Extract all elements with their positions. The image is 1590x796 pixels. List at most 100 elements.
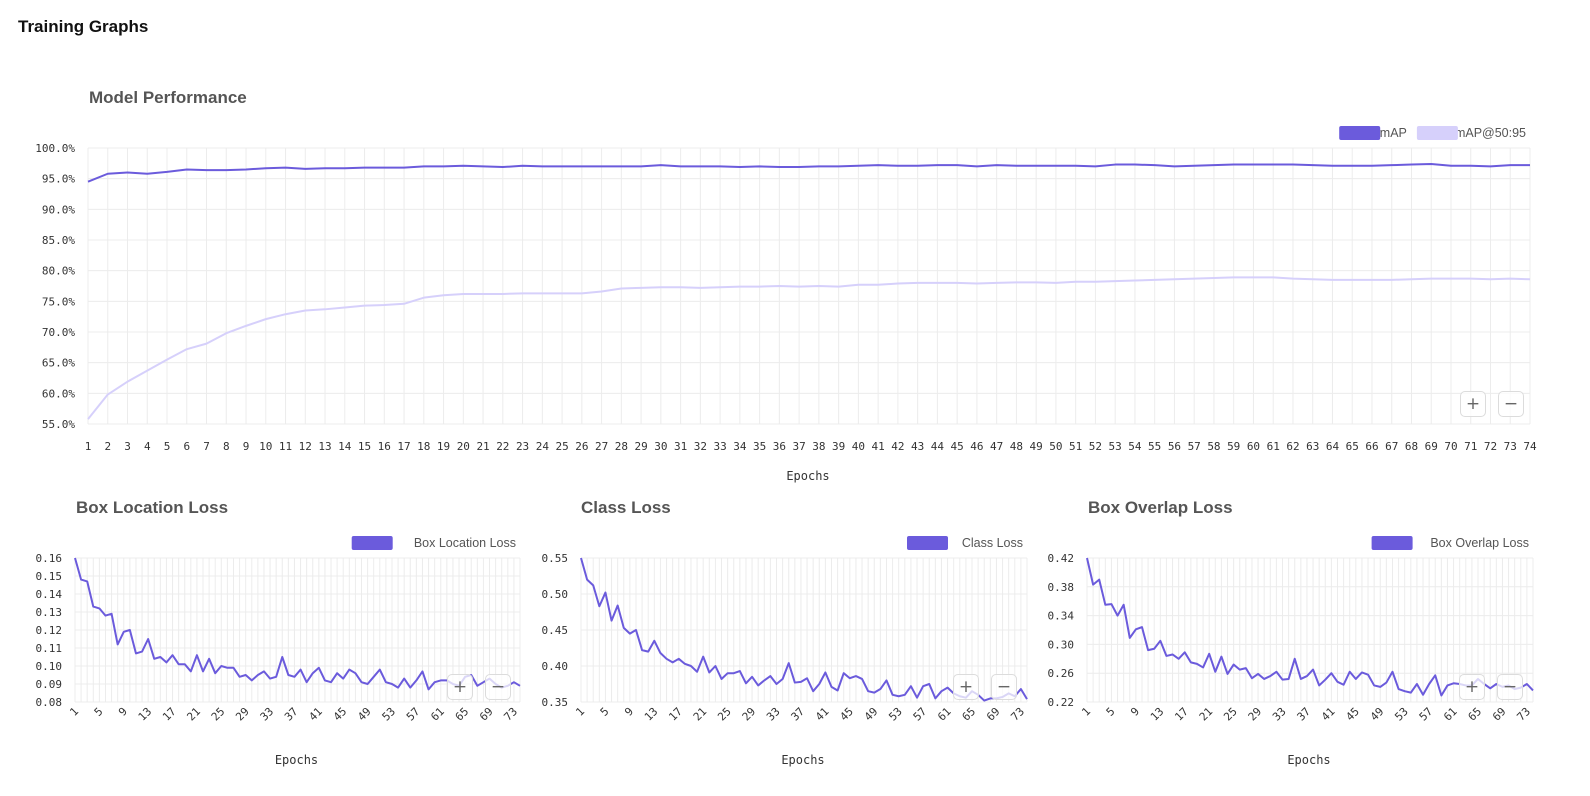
- x-tick-label: 11: [279, 440, 292, 453]
- x-tick-label: 51: [1069, 440, 1082, 453]
- x-tick-label: 33: [258, 705, 277, 724]
- y-tick-label: 60.0%: [42, 387, 75, 400]
- x-tick-label: 58: [1207, 440, 1220, 453]
- x-tick-label: 45: [331, 705, 350, 724]
- x-tick-label: 9: [116, 705, 130, 719]
- x-tick-label: 20: [457, 440, 470, 453]
- x-tick-label: 1: [85, 440, 92, 453]
- x-tick-label: 53: [886, 705, 905, 724]
- x-tick-label: 45: [1343, 705, 1362, 724]
- x-axis-title: Epochs: [275, 753, 318, 767]
- x-tick-label: 2: [104, 440, 111, 453]
- y-tick-label: 0.22: [1048, 696, 1075, 709]
- x-tick-label: 35: [753, 440, 766, 453]
- x-tick-label: 29: [740, 705, 759, 724]
- x-tick-label: 52: [1089, 440, 1102, 453]
- x-tick-label: 50: [1049, 440, 1062, 453]
- y-tick-label: 65.0%: [42, 357, 75, 370]
- x-tick-label: 1: [573, 705, 587, 719]
- series-line-map-50-95: [87, 276, 1531, 420]
- x-tick-label: 44: [931, 440, 945, 453]
- y-tick-label: 70.0%: [42, 326, 75, 339]
- x-tick-label: 16: [378, 440, 391, 453]
- x-tick-label: 37: [789, 705, 808, 724]
- x-tick-label: 61: [1267, 440, 1280, 453]
- x-axis-title: Epochs: [1287, 753, 1330, 767]
- x-tick-label: 41: [813, 705, 832, 724]
- legend-label: Box Location Loss: [414, 536, 516, 550]
- x-tick-label: 21: [184, 705, 203, 724]
- x-tick-label: 37: [792, 440, 805, 453]
- y-tick-label: 0.13: [36, 606, 63, 619]
- x-tick-label: 53: [380, 705, 399, 724]
- x-tick-label: 15: [358, 440, 371, 453]
- x-tick-label: 69: [477, 705, 496, 724]
- x-tick-label: 62: [1286, 440, 1299, 453]
- x-tick-label: 49: [862, 705, 881, 724]
- x-tick-label: 9: [1128, 705, 1142, 719]
- chart-title-box-location-loss: Box Location Loss: [76, 498, 229, 517]
- zoom-in-button[interactable]: +: [953, 674, 979, 700]
- x-tick-label: 29: [634, 440, 647, 453]
- x-tick-label: 61: [428, 705, 447, 724]
- zoom-in-button[interactable]: +: [447, 674, 473, 700]
- x-tick-label: 17: [397, 440, 410, 453]
- x-tick-label: 8: [223, 440, 230, 453]
- x-tick-label: 64: [1326, 440, 1340, 453]
- zoom-out-button[interactable]: −: [991, 674, 1017, 700]
- x-tick-label: 65: [1466, 705, 1485, 724]
- x-tick-label: 6: [183, 440, 190, 453]
- x-tick-label: 7: [203, 440, 210, 453]
- x-tick-label: 73: [1008, 705, 1027, 724]
- x-tick-label: 69: [1490, 705, 1509, 724]
- legend-swatch: [351, 536, 393, 550]
- x-tick-label: 1: [1079, 705, 1093, 719]
- series-line-map: [87, 162, 1530, 183]
- x-tick-label: 41: [872, 440, 885, 453]
- y-tick-label: 0.50: [542, 588, 569, 601]
- y-tick-label: 0.26: [1048, 667, 1075, 680]
- y-tick-label: 0.11: [36, 642, 63, 655]
- zoom-out-button[interactable]: −: [1497, 674, 1523, 700]
- x-tick-label: 5: [92, 705, 106, 719]
- y-tick-label: 0.15: [36, 570, 63, 583]
- y-tick-label: 0.30: [1048, 638, 1075, 651]
- x-tick-label: 38: [812, 440, 825, 453]
- x-tick-label: 47: [990, 440, 1003, 453]
- x-tick-label: 9: [243, 440, 250, 453]
- y-tick-label: 0.16: [36, 552, 63, 565]
- x-tick-label: 27: [595, 440, 608, 453]
- zoom-out-button[interactable]: −: [1498, 391, 1524, 417]
- x-tick-label: 37: [282, 705, 301, 724]
- zoom-out-button[interactable]: −: [485, 674, 511, 700]
- x-tick-label: 23: [516, 440, 529, 453]
- x-tick-label: 30: [654, 440, 667, 453]
- legend-label: Box Overlap Loss: [1430, 536, 1529, 550]
- series-line-box-location-loss: [74, 557, 521, 691]
- x-tick-label: 14: [338, 440, 352, 453]
- x-tick-label: 61: [935, 705, 954, 724]
- y-tick-label: 0.14: [36, 588, 63, 601]
- legend-swatch: [1416, 126, 1458, 140]
- y-tick-label: 0.55: [542, 552, 569, 565]
- zoom-in-button[interactable]: +: [1459, 674, 1485, 700]
- x-tick-label: 57: [1188, 440, 1201, 453]
- x-tick-label: 46: [970, 440, 983, 453]
- y-tick-label: 0.09: [36, 678, 63, 691]
- x-tick-label: 13: [642, 705, 661, 724]
- x-tick-label: 33: [713, 440, 726, 453]
- x-tick-label: 49: [355, 705, 374, 724]
- x-tick-label: 5: [1104, 705, 1118, 719]
- x-tick-label: 19: [437, 440, 450, 453]
- x-tick-label: 59: [1227, 440, 1240, 453]
- y-tick-label: 55.0%: [42, 418, 75, 431]
- x-tick-label: 17: [1172, 705, 1191, 724]
- x-tick-label: 73: [1504, 440, 1517, 453]
- zoom-in-button[interactable]: +: [1460, 391, 1486, 417]
- y-tick-label: 100.0%: [35, 142, 75, 155]
- legend-swatch: [1339, 126, 1381, 140]
- x-tick-label: 10: [259, 440, 272, 453]
- x-tick-label: 53: [1109, 440, 1122, 453]
